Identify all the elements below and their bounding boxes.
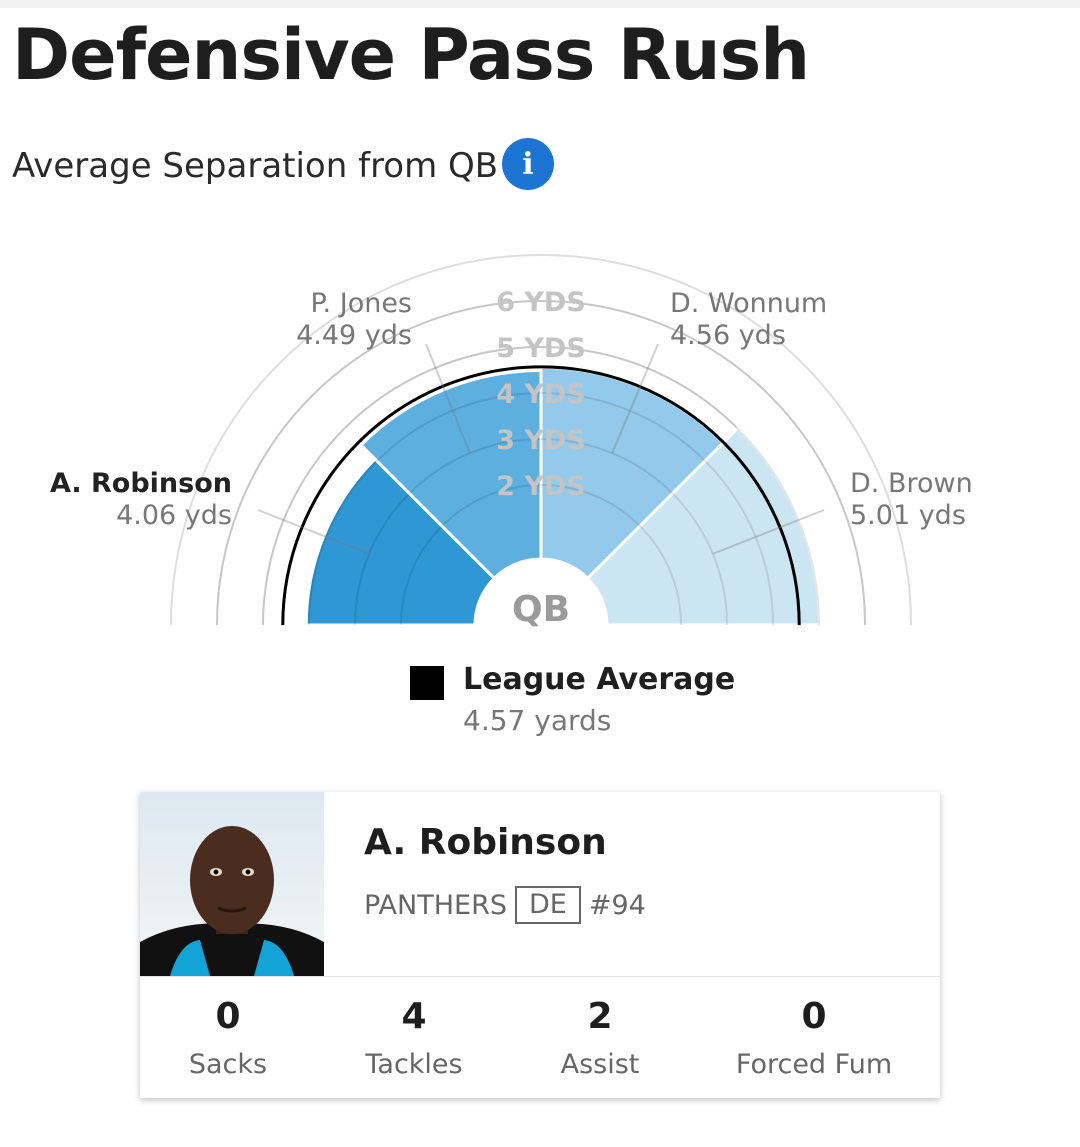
player-value-label: 4.06 yds <box>116 500 232 531</box>
stat-tackles: 4 Tackles <box>354 996 474 1080</box>
grid-ring-overlay <box>216 300 866 626</box>
player-value-label: 5.01 yds <box>850 500 966 531</box>
ring-label: 4 YDS <box>496 379 586 410</box>
stat-label: Tackles <box>365 1049 463 1080</box>
player-label: D. Wonnum <box>670 288 827 319</box>
ring-label: 5 YDS <box>496 333 586 364</box>
grid-ring-overlay <box>262 346 820 626</box>
leader-line <box>257 509 370 555</box>
grid-ring <box>216 300 866 626</box>
player-meta: PANTHERS DE #94 <box>364 886 646 924</box>
ring-label: 6 YDS <box>496 287 586 318</box>
legend-value: 4.57 yards <box>463 704 612 737</box>
stat-label: Forced Fum <box>735 1049 893 1080</box>
legend-swatch <box>410 666 444 700</box>
player-photo <box>140 792 324 976</box>
stat-value: 4 <box>401 996 427 1037</box>
grid-ring-overlay <box>308 392 774 626</box>
player-label: P. Jones <box>310 288 412 319</box>
player-position-badge: DE <box>514 886 581 924</box>
legend-label: League Average <box>463 662 736 697</box>
qb-label: QB <box>512 589 570 630</box>
player-value-label: 4.56 yds <box>670 320 786 351</box>
player-label: A. Robinson <box>50 468 232 499</box>
player-label: D. Brown <box>850 468 973 499</box>
page-title: Defensive Pass Rush <box>12 14 810 96</box>
ring-label: 2 YDS <box>496 471 586 502</box>
grid-ring-overlay <box>354 438 728 626</box>
stat-assist: 2 Assist <box>550 996 650 1080</box>
leader-line <box>712 509 825 555</box>
qb-center <box>475 559 607 625</box>
league-average-arc <box>281 365 801 626</box>
player-number: #94 <box>588 889 646 921</box>
grid-ring-overlay <box>400 484 682 626</box>
stat-value: 0 <box>215 996 241 1037</box>
card-divider <box>140 976 940 977</box>
stat-label: Sacks <box>188 1049 268 1080</box>
player-card[interactable]: A. Robinson PANTHERS DE #94 0 Sacks 4 Ta… <box>140 792 940 1098</box>
player-name: A. Robinson <box>364 822 607 863</box>
stat-forced-fumbles: 0 Forced Fum <box>734 996 894 1080</box>
chart-subtitle: Average Separation from QB <box>12 146 499 186</box>
stat-sacks: 0 Sacks <box>188 996 268 1080</box>
stat-value: 0 <box>801 996 827 1037</box>
stat-label: Assist <box>560 1049 640 1080</box>
grid-ring <box>170 254 912 626</box>
ring-label: 3 YDS <box>496 425 586 456</box>
player-value-label: 4.49 yds <box>296 320 412 351</box>
player-team: PANTHERS <box>364 889 507 921</box>
stat-value: 2 <box>587 996 613 1037</box>
leader-line <box>611 343 659 454</box>
info-icon[interactable]: i <box>502 138 554 190</box>
leader-line <box>425 343 471 454</box>
